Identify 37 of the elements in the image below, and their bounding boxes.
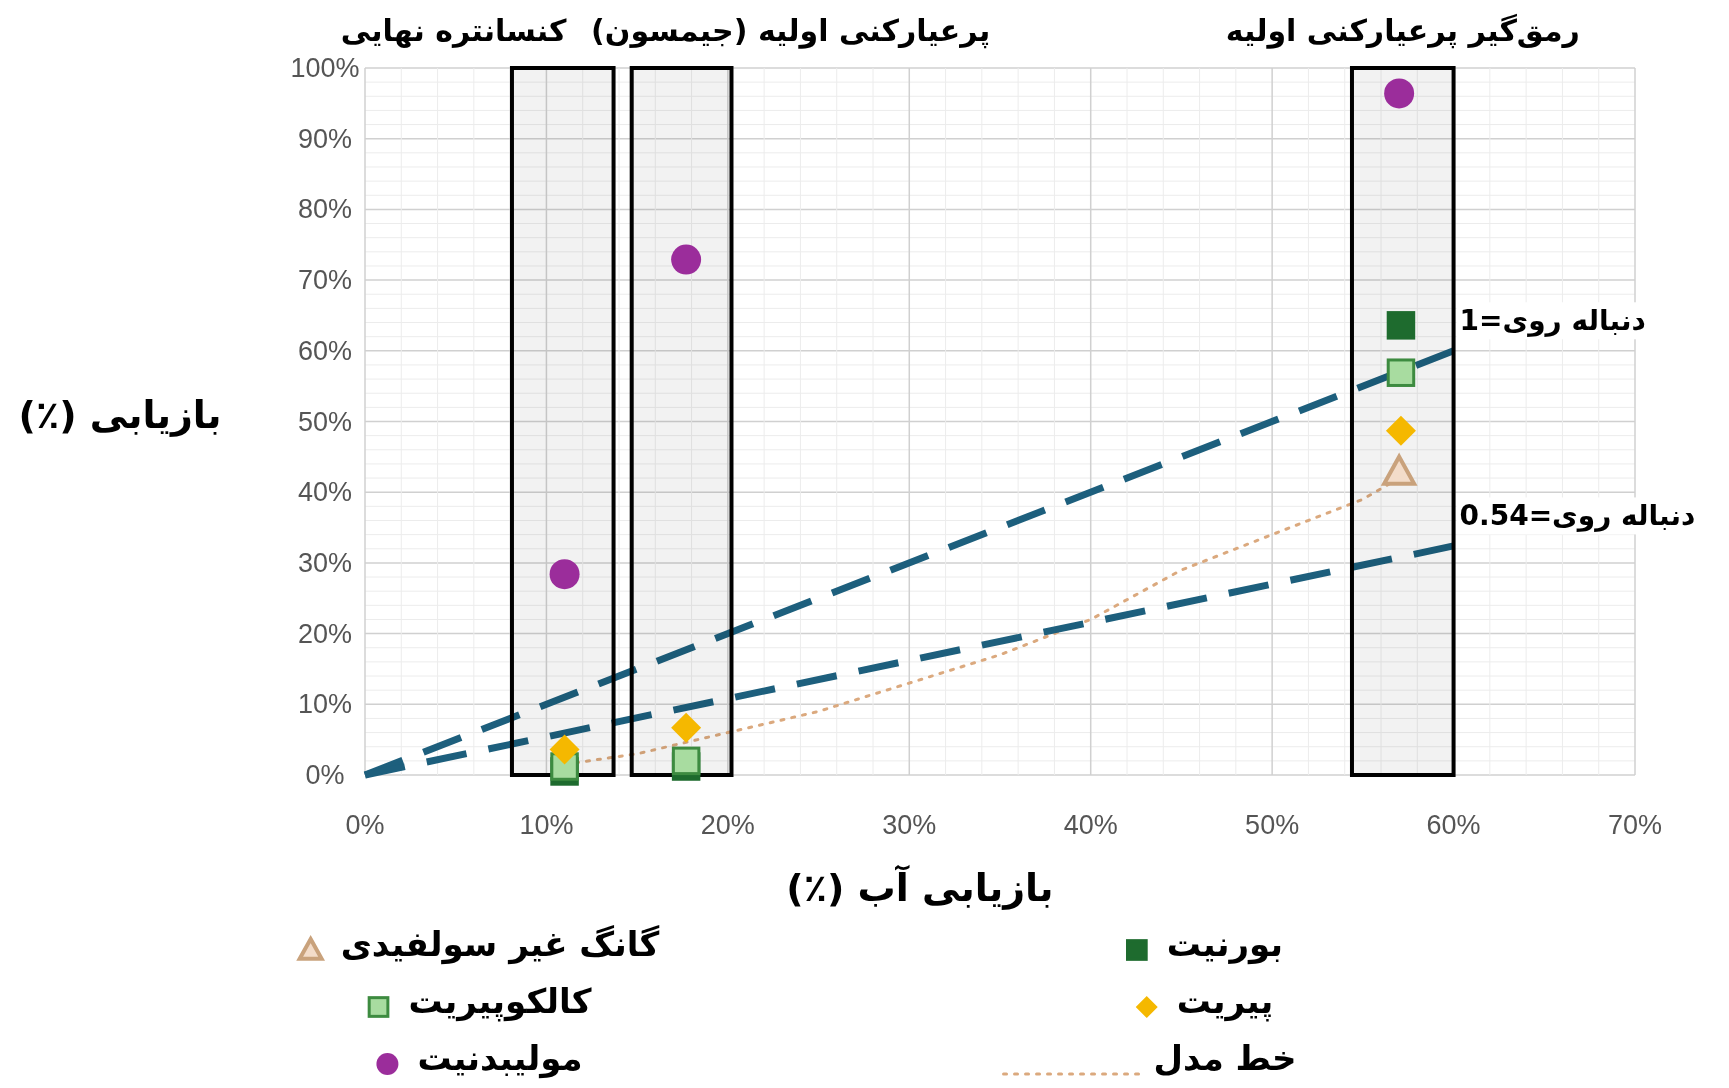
y-tick-label: 60% <box>297 335 353 366</box>
legend-item: گانگ غیر سولفیدی <box>296 924 660 964</box>
x-tick-label: 10% <box>519 810 574 840</box>
legend-item: بورنیت <box>1126 924 1284 964</box>
annotation: دنباله روی=0.54 <box>1459 499 1696 533</box>
y-tick-label: 90% <box>297 123 353 154</box>
x-tick-label: 60% <box>1426 810 1481 840</box>
legend-label: بورنیت <box>1166 924 1284 965</box>
legend-item: کالکوپیریت <box>367 981 592 1021</box>
band-label: کنسانتره نهایی <box>340 12 568 48</box>
band-label: پرعیارکنی اولیه (جیمسون) <box>591 12 991 49</box>
y-tick-label: 0% <box>305 760 345 790</box>
x-tick-label: 20% <box>700 810 755 840</box>
y-tick-label: 80% <box>297 194 353 225</box>
y-tick-label: 20% <box>297 618 353 649</box>
y-tick-label: 10% <box>297 689 353 720</box>
x-tick-label: 30% <box>882 810 937 840</box>
legend-item: مولیبدنیت <box>376 1038 583 1078</box>
y-tick-label: 100% <box>290 53 360 83</box>
legend-label: خط مدل <box>1153 1038 1297 1078</box>
legend-label: مولیبدنیت <box>417 1038 583 1079</box>
annotation: دنباله روی=1 <box>1459 304 1646 338</box>
legend-item: پیریت <box>1135 981 1274 1021</box>
x-tick-label: 40% <box>1063 810 1118 840</box>
legend-label: کالکوپیریت <box>408 981 592 1022</box>
x-tick-label: 50% <box>1245 810 1300 840</box>
band-label: رمق‌گیر پرعیارکنی اولیه <box>1225 12 1580 49</box>
x-tick-label: 70% <box>1607 810 1663 840</box>
legend-item: خط مدل <box>1002 1038 1297 1078</box>
y-axis-title: بازیابی (٪) <box>18 393 222 437</box>
y-tick-label: 40% <box>297 477 353 508</box>
legend-label: پیریت <box>1176 981 1274 1022</box>
x-tick-label: 0% <box>345 810 385 840</box>
y-tick-label: 30% <box>297 547 353 578</box>
y-tick-label: 70% <box>297 265 353 296</box>
x-axis-title: بازیابی آب (٪) <box>786 864 1054 910</box>
y-tick-label: 50% <box>297 406 353 437</box>
